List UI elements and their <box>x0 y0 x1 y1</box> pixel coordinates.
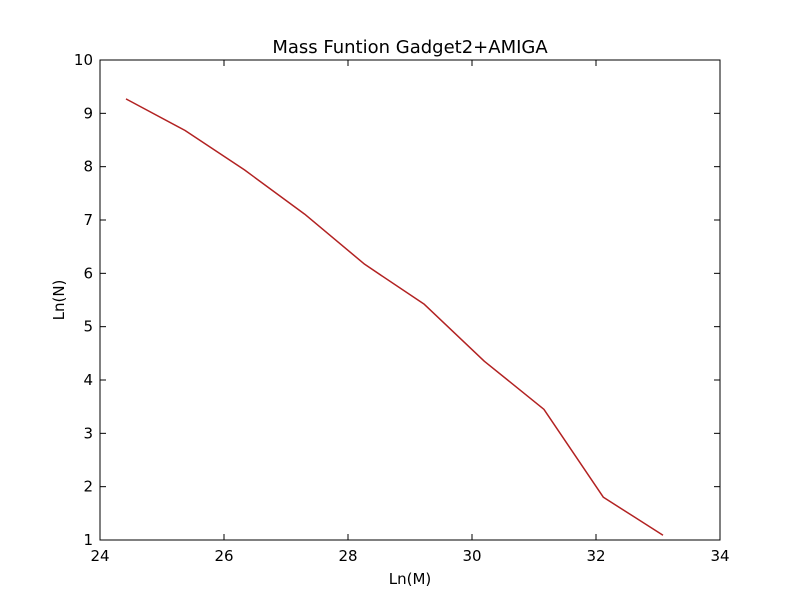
y-tick-label: 10 <box>74 51 93 69</box>
y-tick-label: 8 <box>83 158 93 176</box>
x-tick-label: 24 <box>90 547 109 565</box>
x-tick-label: 32 <box>586 547 605 565</box>
x-axis-label: Ln(M) <box>389 570 432 588</box>
x-tick-label: 28 <box>338 547 357 565</box>
x-tick-label: 34 <box>710 547 729 565</box>
y-tick-label: 9 <box>83 104 93 122</box>
series-line <box>125 98 664 536</box>
y-tick-label: 2 <box>83 478 93 496</box>
y-tick-label: 7 <box>83 211 93 229</box>
y-tick-label: 3 <box>83 424 93 442</box>
chart-title: Mass Funtion Gadget2+AMIGA <box>272 37 548 58</box>
x-tick-label: 30 <box>462 547 481 565</box>
y-tick-label: 6 <box>83 264 93 282</box>
y-tick-label: 1 <box>83 531 93 549</box>
plot-frame <box>99 59 721 541</box>
y-tick-label: 5 <box>83 318 93 336</box>
y-tick-label: 4 <box>83 371 93 389</box>
x-tick-label: 26 <box>214 547 233 565</box>
y-axis-label: Ln(N) <box>50 280 68 321</box>
